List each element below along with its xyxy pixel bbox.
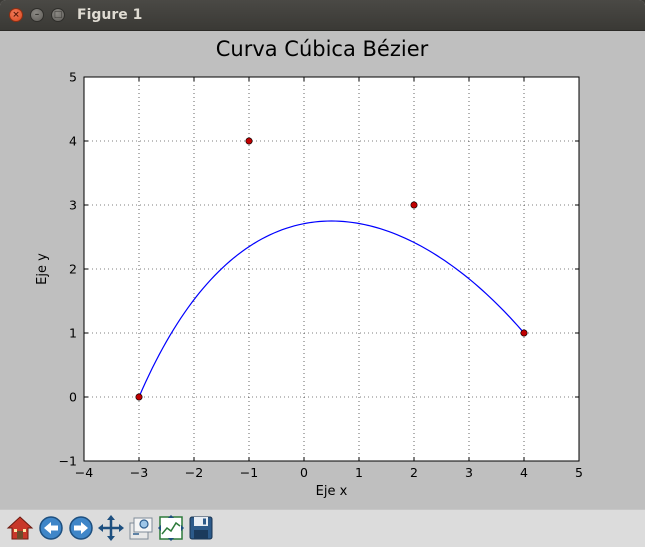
zoom-button[interactable] <box>127 514 155 542</box>
axes-frame <box>83 76 580 462</box>
y-tick-label: 0 <box>69 390 77 405</box>
x-axis-label: Eje x <box>316 484 348 499</box>
x-tick-label: 4 <box>520 465 528 480</box>
y-axis-label: Eje y <box>35 253 50 285</box>
pan-button[interactable] <box>97 514 125 542</box>
back-button[interactable] <box>37 514 65 542</box>
control-point <box>520 329 528 337</box>
maximize-icon: □ <box>53 10 63 20</box>
save-icon <box>189 516 213 540</box>
control-point <box>135 393 143 401</box>
control-points <box>135 137 528 401</box>
maximize-button[interactable]: □ <box>51 8 65 22</box>
minimize-icon: – <box>34 10 40 20</box>
bezier-chart: Curva Cúbica Bézier −4 −3 −2 −1 0 1 2 3 4 5 −1 0 1 2… <box>35 37 583 499</box>
axis-ticks <box>83 76 580 462</box>
configure-subplots-icon <box>158 515 184 541</box>
figure-canvas[interactable]: Curva Cúbica Bézier −4 −3 −2 −1 0 1 2 3 4 5 −1 0 1 2… <box>0 31 645 509</box>
y-tick-label: −1 <box>59 454 77 469</box>
x-tick-label: 1 <box>355 465 363 480</box>
window-title: Figure 1 <box>77 7 143 23</box>
bezier-curve <box>138 220 525 398</box>
configure-subplots-button[interactable] <box>157 514 185 542</box>
x-tick-label: −4 <box>75 465 93 480</box>
x-tick-labels: −4 −3 −2 −1 0 1 2 3 4 5 <box>75 465 583 480</box>
x-tick-label: −1 <box>240 465 258 480</box>
y-tick-label: 3 <box>69 198 77 213</box>
y-tick-label: 4 <box>69 134 77 149</box>
home-button[interactable] <box>6 514 34 542</box>
x-tick-label: 3 <box>465 465 473 480</box>
y-tick-label: 5 <box>69 70 77 85</box>
minimize-button[interactable]: – <box>30 8 44 22</box>
chart-title: Curva Cúbica Bézier <box>216 37 429 61</box>
pan-icon <box>98 515 124 541</box>
title-bar[interactable]: × – □ Figure 1 <box>0 0 645 31</box>
x-tick-label: 0 <box>300 465 308 480</box>
save-button[interactable] <box>187 514 215 542</box>
y-tick-label: 1 <box>69 326 77 341</box>
close-icon: × <box>12 10 20 20</box>
x-tick-label: −3 <box>130 465 148 480</box>
x-tick-label: 2 <box>410 465 418 480</box>
y-tick-labels: −1 0 1 2 3 4 5 <box>59 70 77 469</box>
navigation-toolbar <box>0 509 645 547</box>
y-tick-label: 2 <box>69 262 77 277</box>
forward-icon <box>69 516 93 540</box>
control-point <box>410 201 418 209</box>
home-icon <box>6 516 34 540</box>
close-button[interactable]: × <box>9 8 23 22</box>
forward-button[interactable] <box>67 514 95 542</box>
zoom-icon <box>129 517 153 540</box>
back-icon <box>39 516 63 540</box>
control-point <box>245 137 253 145</box>
x-tick-label: 5 <box>575 465 583 480</box>
x-tick-label: −2 <box>185 465 203 480</box>
